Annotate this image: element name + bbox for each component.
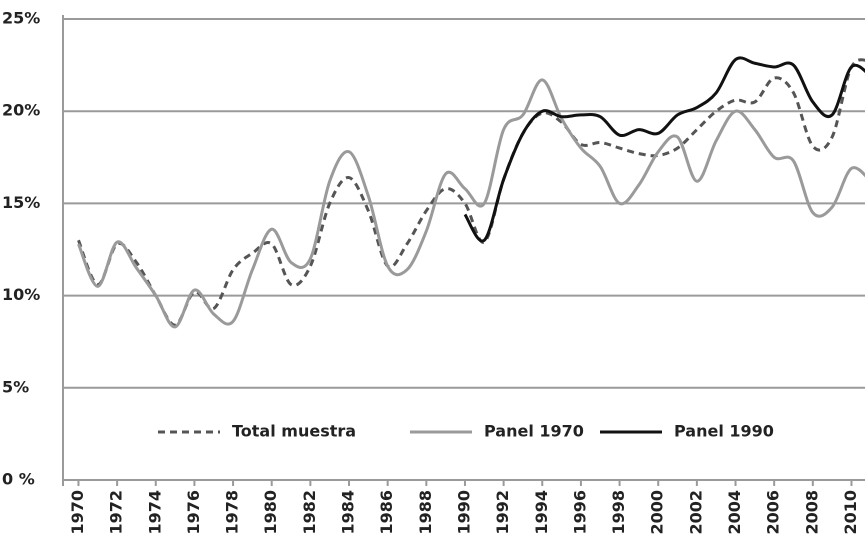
x-tick-label: 1990 [454,490,473,535]
y-tick-label: 0 % [2,470,35,489]
legend-label: Panel 1990 [674,422,774,441]
x-tick-label: 1994 [532,490,551,535]
legend-label: Panel 1970 [484,422,584,441]
x-tick-label: 1996 [570,490,589,535]
grid: 0 % 5% 10% 15% 20% 25% 1970 1972 1974 1976 1978 198… [2,9,865,535]
x-tick-label: 1980 [261,490,280,535]
legend: Total muestra Panel 1970 Panel 1990 [158,422,774,441]
x-tick-label: 1984 [339,490,358,535]
x-tick-label: 2004 [725,490,744,535]
x-tick-label: 2006 [764,490,783,535]
x-tick-label: 1998 [609,490,628,535]
series-line [77,58,865,327]
x-tick-label: 1974 [145,490,164,535]
x-tick-label: 1976 [184,490,203,535]
x-tick-label: 1970 [68,490,87,535]
x-tick-label: 1986 [377,490,396,535]
x-tick-label: 2002 [686,490,705,535]
y-tick-label: 10% [2,285,40,304]
y-tick-label: 15% [2,193,40,212]
plot-area [77,56,865,329]
x-tick-label: 2008 [802,490,821,535]
x-tick-label: 2000 [648,490,667,535]
series-line [463,56,865,243]
x-tick-label: 1988 [416,490,435,535]
series-line [77,78,865,329]
x-tick-label: 2010 [841,490,860,535]
y-tick-label: 20% [2,101,40,120]
x-tick-label: 1978 [223,490,242,535]
x-tick-label: 1992 [493,490,512,535]
x-tick-label: 1982 [300,490,319,535]
legend-label: Total muestra [232,422,356,441]
x-tick-label: 1972 [107,490,126,535]
y-tick-label: 5% [2,377,29,396]
y-tick-label: 25% [2,9,40,28]
